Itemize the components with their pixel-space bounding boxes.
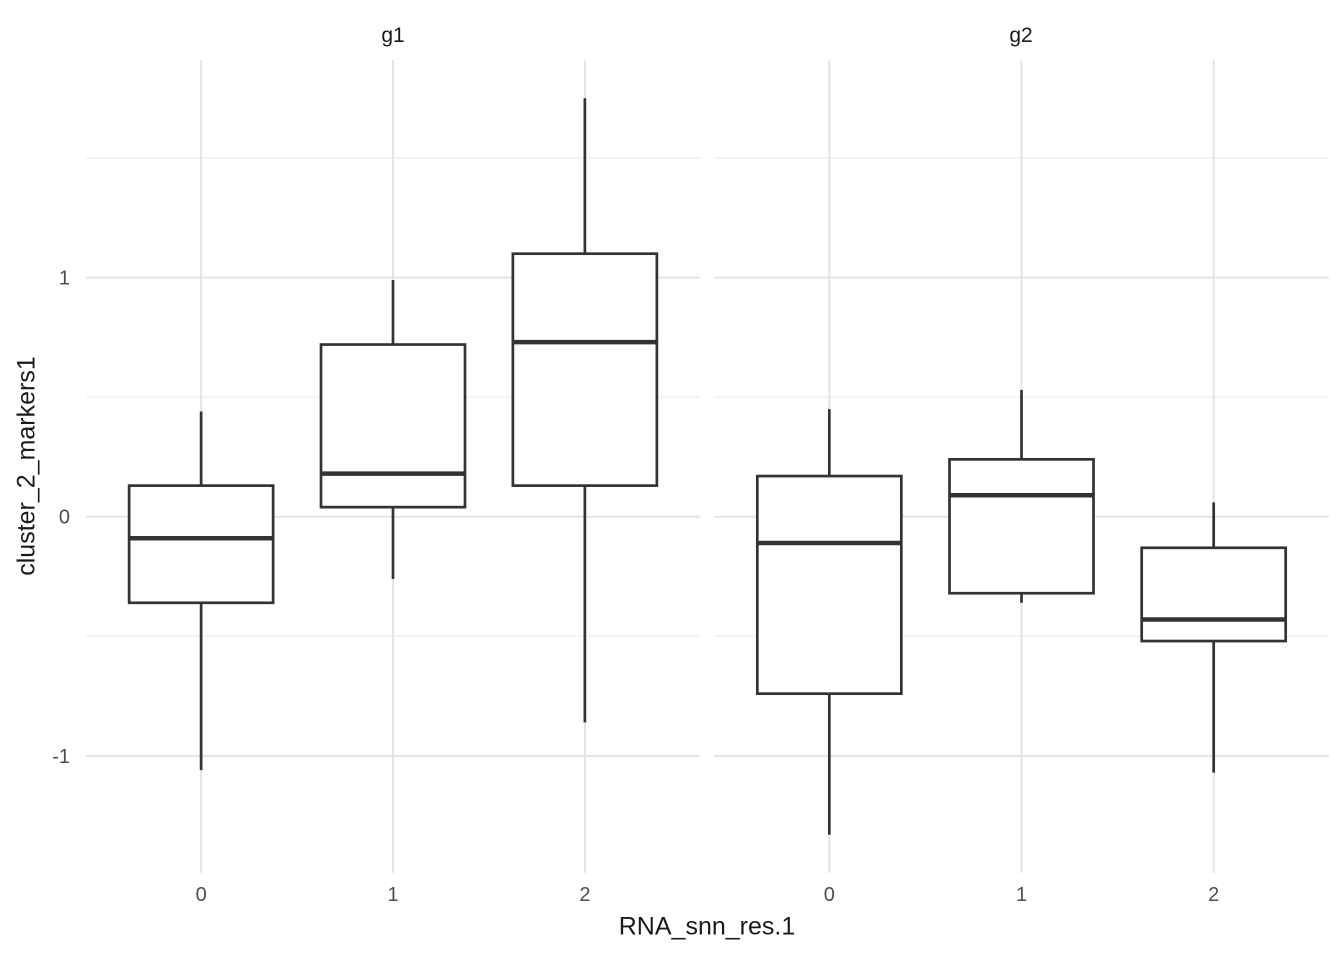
box-iqr <box>1140 546 1288 643</box>
facet-title-g2: g2 <box>1009 24 1033 47</box>
y-tick-label: 1 <box>59 268 70 290</box>
x-axis-title: RNA_snn_res.1 <box>618 912 796 941</box>
box-iqr <box>755 474 903 696</box>
x-tick-label: 0 <box>824 884 835 906</box>
y-tick-label: 0 <box>59 507 70 529</box>
facet-title-g1: g1 <box>381 24 405 47</box>
box-iqr <box>948 457 1095 595</box>
x-tick-label: 1 <box>387 884 398 906</box>
y-axis-title: cluster_2_markers1 <box>12 356 41 576</box>
box-iqr <box>511 252 659 487</box>
x-tick-label: 2 <box>1208 884 1219 906</box>
box-iqr <box>319 343 467 509</box>
x-tick-label: 0 <box>196 884 207 906</box>
y-tick-label: -1 <box>52 746 70 768</box>
box-iqr <box>127 484 275 605</box>
x-tick-label: 1 <box>1016 884 1027 906</box>
x-tick-label: 2 <box>579 884 590 906</box>
